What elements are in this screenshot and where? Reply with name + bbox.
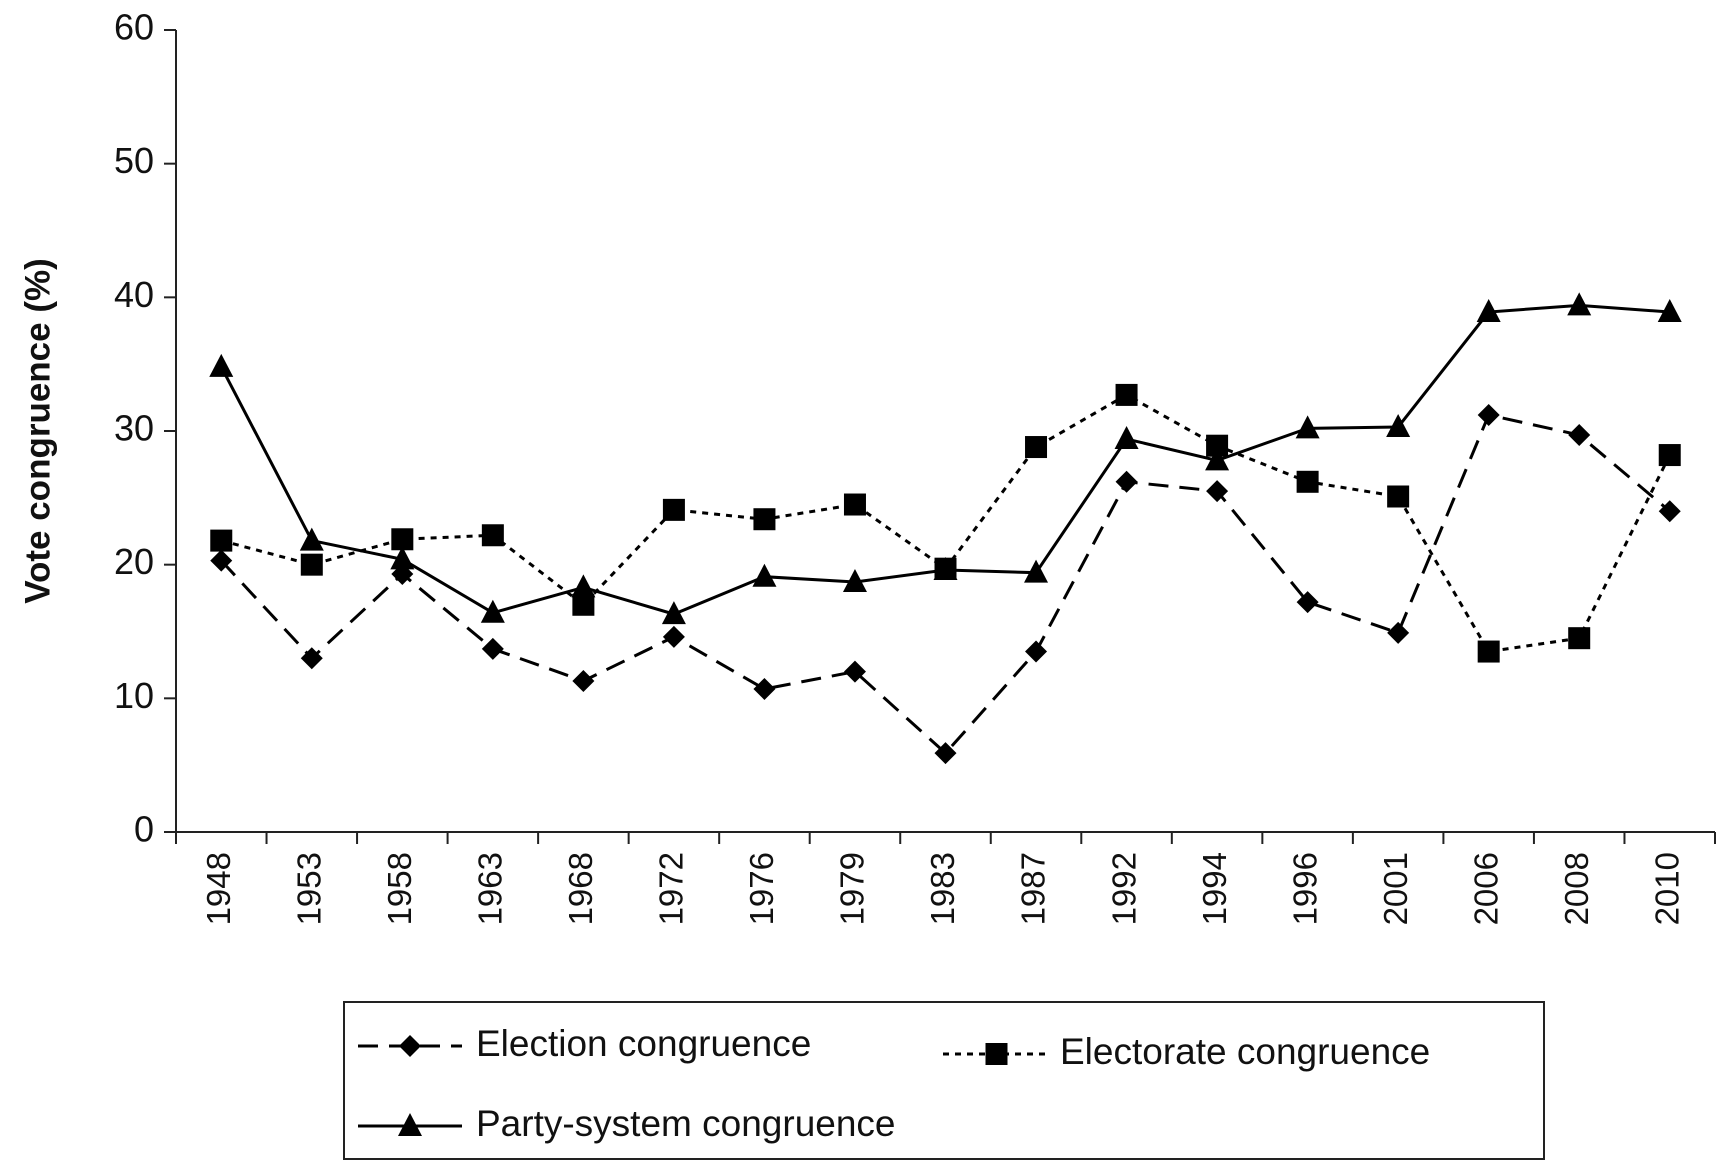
y-tick-label: 30 [114,408,154,449]
marker-square [985,1043,1008,1065]
x-tick-label: 1992 [1105,852,1142,925]
marker-diamond [753,677,776,700]
x-tick-label: 1976 [743,852,780,925]
x-tick-label: 1987 [1015,852,1052,925]
marker-diamond [572,669,595,692]
marker-diamond [1296,591,1319,614]
marker-diamond [1206,480,1229,503]
marker-triangle [480,599,505,623]
marker-triangle [209,353,234,377]
x-tick-label: 1972 [653,852,690,925]
marker-square [1206,434,1229,457]
x-tick-label: 2010 [1648,852,1685,925]
x-tick-label: 1963 [472,852,509,925]
marker-triangle [1205,447,1230,471]
marker-square [662,498,685,521]
marker-triangle [1024,559,1049,583]
marker-diamond [1387,621,1410,644]
marker-triangle [1295,415,1320,439]
marker-square [210,529,233,552]
marker-triangle [1386,413,1411,437]
marker-square [1387,485,1410,508]
x-tick-label: 1958 [381,852,418,925]
x-tick-label: 1983 [924,852,961,925]
y-tick-label: 50 [114,140,154,181]
x-tick-label: 1994 [1196,852,1233,925]
marker-triangle [1567,292,1592,316]
marker-diamond [399,1035,421,1057]
marker-square [753,508,776,531]
marker-diamond [481,637,504,660]
marker-square [1025,436,1048,459]
marker-triangle [1657,299,1682,323]
marker-triangle [752,563,777,587]
marker-diamond [1115,470,1138,493]
marker-triangle [1114,426,1139,450]
x-tick-label: 2006 [1467,852,1504,925]
marker-triangle [571,574,596,598]
marker-square [481,524,504,547]
marker-diamond [1477,403,1500,426]
marker-triangle [398,1113,422,1136]
y-tick-label: 0 [134,809,154,850]
x-tick-label: 1948 [200,852,237,925]
marker-square [1477,640,1500,663]
y-tick-label: 20 [114,541,154,582]
series-line [220,393,1672,654]
marker-triangle [933,557,958,581]
marker-square [1115,383,1138,406]
x-tick-label: 1953 [291,852,328,925]
marker-diamond [1025,640,1048,663]
y-tick-label: 10 [114,675,154,716]
y-tick-label: 60 [114,7,154,48]
marker-diamond [662,625,685,648]
x-tick-label: 2008 [1558,852,1595,925]
marker-square [1296,470,1319,493]
marker-square [843,493,866,516]
y-axis-label: Vote congruence (%) [18,258,57,604]
x-tick-label: 1996 [1286,852,1323,925]
legend-label: Electorate congruence [1060,1031,1430,1072]
marker-triangle [842,569,867,593]
marker-square [572,593,595,616]
marker-square [1568,627,1591,650]
x-tick-label: 1968 [562,852,599,925]
marker-square [300,553,323,576]
legend-box [343,1001,1545,1160]
marker-triangle [661,601,686,625]
marker-diamond [934,742,957,765]
y-tick-label: 40 [114,274,154,315]
legend-label: Party-system congruence [476,1103,896,1144]
marker-diamond [1568,424,1591,447]
marker-triangle [299,527,324,551]
series-line [220,413,1671,756]
marker-diamond [843,660,866,683]
legend-label: Election congruence [476,1023,811,1064]
marker-triangle [1476,299,1501,323]
marker-square [1658,444,1681,467]
marker-diamond [300,647,323,670]
marker-square [391,528,414,551]
x-tick-label: 1979 [834,852,871,925]
marker-diamond [210,549,233,572]
x-tick-label: 2001 [1377,852,1414,925]
marker-triangle [390,546,415,570]
marker-diamond [1658,500,1681,523]
